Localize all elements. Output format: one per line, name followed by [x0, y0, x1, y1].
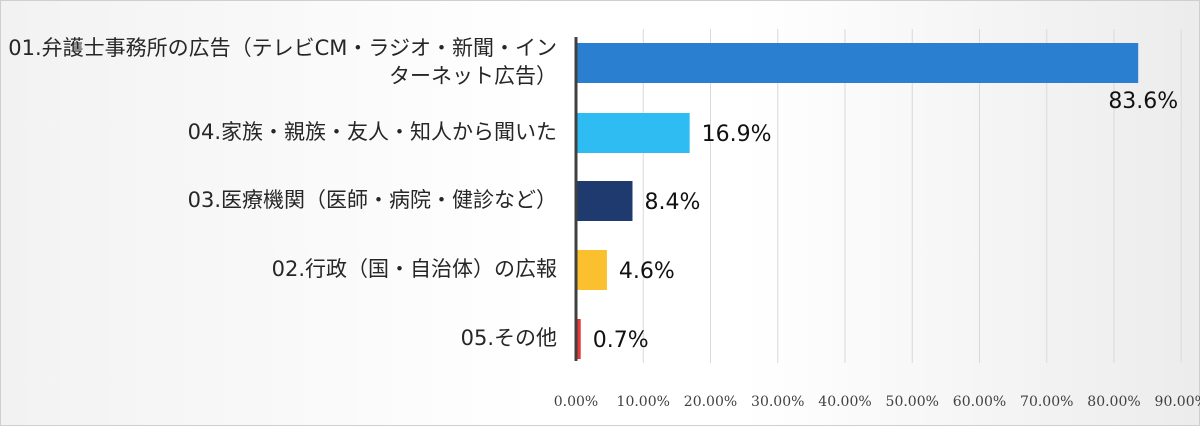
x-tick-label: 50.00%	[886, 394, 939, 410]
x-tick-label: 70.00%	[1020, 394, 1073, 410]
x-tick-label: 0.00%	[554, 394, 598, 410]
bar	[576, 113, 690, 153]
bar	[576, 250, 607, 290]
x-tick-label: 80.00%	[1087, 394, 1140, 410]
value-label: 16.9%	[702, 122, 772, 147]
category-label: 02.行政（国・自治体）の広報	[272, 257, 557, 281]
x-tick-label: 40.00%	[818, 394, 871, 410]
x-tick-label: 90.00%	[1155, 394, 1200, 410]
x-tick-label: 60.00%	[953, 394, 1006, 410]
category-label: 03.医療機関（医師・病院・健診など）	[188, 188, 557, 212]
bar	[576, 181, 633, 221]
x-tick-label: 10.00%	[617, 394, 670, 410]
value-label: 4.6%	[619, 259, 675, 284]
category-label: 01.弁護士事務所の広告（テレビCM・ラジオ・新聞・イン	[8, 36, 557, 60]
value-label: 0.7%	[593, 328, 649, 353]
x-tick-label: 20.00%	[684, 394, 737, 410]
bars	[576, 43, 1139, 359]
value-label: 83.6%	[1108, 89, 1178, 114]
value-label: 8.4%	[644, 190, 700, 215]
category-label: ターネット広告）	[389, 64, 557, 88]
category-label: 05.その他	[461, 326, 557, 350]
gridlines	[642, 29, 1182, 363]
value-labels: 83.6% 16.9% 8.4% 4.6% 0.7%	[593, 89, 1179, 353]
category-label: 04.家族・親族・友人・知人から聞いた	[188, 120, 557, 144]
bar	[576, 43, 1139, 83]
bar	[576, 319, 581, 359]
x-tick-label: 30.00%	[751, 394, 804, 410]
x-tick-labels: 0.00% 10.00% 20.00% 30.00% 40.00% 50.00% 60.00…	[554, 394, 1200, 410]
